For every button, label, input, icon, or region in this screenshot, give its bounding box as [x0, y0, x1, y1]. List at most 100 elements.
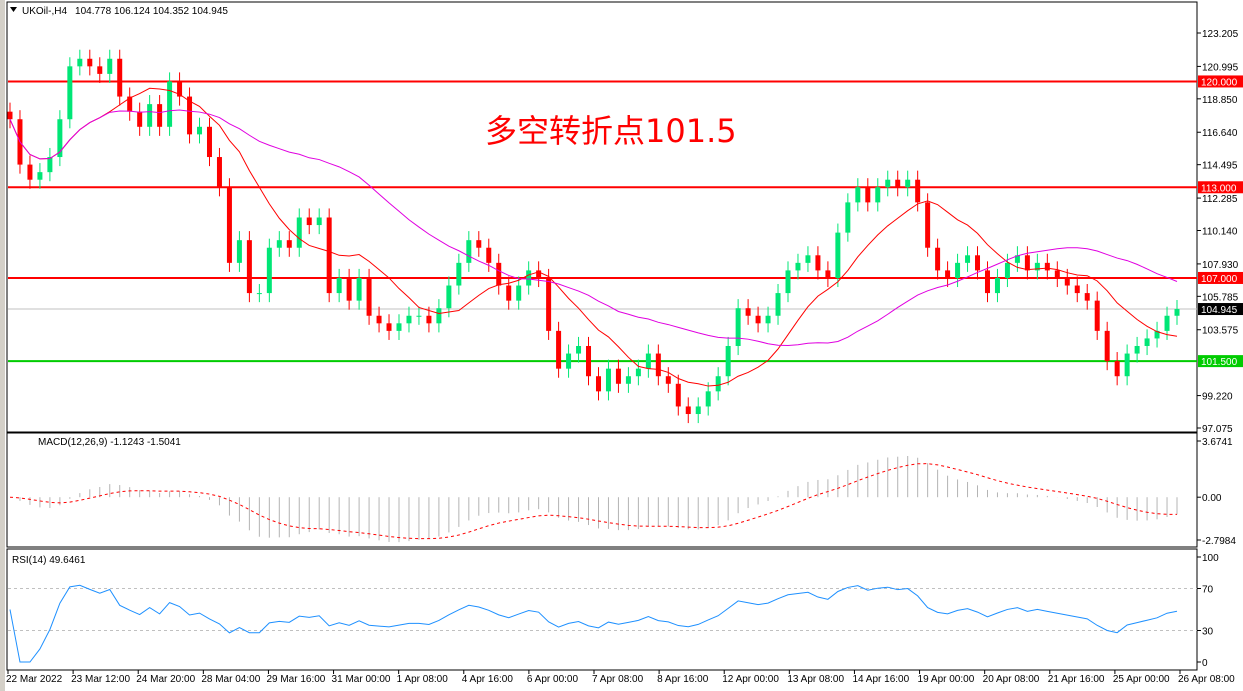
x-tick-label: 4 Apr 16:00 — [462, 674, 514, 685]
y-tick-label: 97.075 — [1202, 424, 1233, 435]
candle-body — [37, 172, 43, 180]
candle-body — [216, 157, 222, 188]
candle-body — [167, 81, 173, 127]
candle-body — [755, 315, 761, 324]
candle-body — [436, 308, 442, 324]
candle-body — [47, 157, 53, 173]
candle-body — [915, 179, 921, 203]
candle-body — [197, 126, 203, 135]
candle-body — [1164, 315, 1170, 331]
candle-body — [276, 240, 282, 248]
candle-body — [775, 293, 781, 316]
level-badge — [1198, 271, 1243, 284]
level-badge — [1198, 75, 1243, 88]
panel-border — [6, 1, 1198, 433]
candle-body — [476, 240, 482, 248]
level-badge — [1198, 355, 1243, 368]
x-tick-label: 24 Mar 20:00 — [136, 674, 195, 685]
rsi-panel[interactable]: 100 70 30 0 — [6, 548, 1219, 671]
candle-body — [456, 262, 462, 286]
candle-body — [386, 323, 392, 331]
candle-body — [1054, 270, 1060, 278]
candle-body — [246, 240, 252, 294]
candle-body — [336, 277, 342, 294]
candle-body — [526, 270, 532, 286]
current-price-badge — [1198, 303, 1243, 316]
candle-body — [645, 353, 651, 369]
candle-body — [1004, 262, 1010, 278]
candle-body — [695, 406, 701, 415]
macd-label: MACD(12,26,9) -1.1243 -1.5041 — [38, 437, 181, 448]
candle-body — [466, 240, 472, 263]
candle-body — [7, 111, 13, 120]
x-tick-label: 7 Apr 08:00 — [592, 674, 644, 685]
x-tick-label: 14 Apr 16:00 — [852, 674, 909, 685]
candle-body — [825, 270, 831, 278]
annotation-text: 多空转折点101.5 — [485, 112, 737, 150]
candle-body — [426, 315, 432, 324]
level-label: 101.500 — [1201, 357, 1238, 368]
level-label: 107.000 — [1201, 274, 1238, 285]
candle-body — [326, 217, 332, 294]
candle-body — [586, 345, 592, 377]
candle-body — [625, 376, 631, 384]
candle-body — [994, 277, 1000, 294]
macd-panel[interactable]: 3.6741 0.00 -2.7984 — [6, 432, 1236, 548]
current-price-label: 104.945 — [1201, 305, 1238, 316]
candle-body — [855, 187, 861, 203]
y-tick-label: 116.640 — [1202, 128, 1238, 139]
candle-body — [1034, 262, 1040, 271]
panel-border — [6, 432, 1198, 548]
candle-body — [835, 232, 841, 278]
candle-body — [496, 262, 502, 286]
candle-body — [1024, 255, 1030, 271]
candle-body — [446, 285, 452, 309]
price-panel[interactable]: 123.205 120.995 118.850 116.640 114.495 112.2… — [6, 1, 1243, 435]
candle-body — [1094, 300, 1100, 331]
y-tick-label: 0.00 — [1202, 493, 1222, 504]
y-tick-label: -2.7984 — [1202, 536, 1236, 547]
candle-body — [925, 202, 931, 248]
candle-body — [97, 66, 103, 74]
candle-body — [1174, 309, 1180, 316]
candle-body — [895, 179, 901, 188]
x-tick-label: 25 Apr 00:00 — [1113, 674, 1170, 685]
candle-body — [366, 277, 372, 316]
candle-body — [177, 81, 183, 97]
x-tick-label: 13 Apr 08:00 — [787, 674, 844, 685]
candle-body — [546, 277, 552, 331]
candle-body — [1064, 277, 1070, 286]
candle-body — [536, 270, 542, 278]
y-tick-label: 100 — [1202, 553, 1219, 564]
y-tick-label: 99.220 — [1202, 392, 1233, 403]
candle-body — [945, 270, 951, 278]
candle-body — [147, 104, 153, 127]
candle-body — [206, 126, 212, 158]
candle-body — [356, 277, 362, 301]
x-tick-label: 20 Apr 08:00 — [983, 674, 1040, 685]
rsi-line — [9, 584, 1178, 663]
candle-body — [725, 345, 731, 377]
candle-body — [346, 277, 352, 301]
candle-body — [1044, 262, 1050, 271]
candle-body — [1074, 285, 1080, 294]
dropdown-triangle-icon[interactable] — [10, 7, 17, 12]
x-tick-label: 19 Apr 00:00 — [918, 674, 975, 685]
candle-body — [865, 187, 871, 203]
candle-body — [226, 187, 232, 263]
candle-body — [615, 368, 621, 384]
candle-body — [286, 240, 292, 248]
candle-body — [266, 247, 272, 294]
candle-body — [516, 285, 522, 301]
candle-body — [1124, 353, 1130, 377]
x-tick-label: 28 Mar 04:00 — [201, 674, 260, 685]
x-tick-label: 23 Mar 12:00 — [71, 674, 130, 685]
candle-body — [1104, 330, 1110, 362]
candle-body — [1144, 338, 1150, 346]
candle-body — [635, 368, 641, 377]
candle-body — [875, 187, 881, 203]
candle-body — [845, 202, 851, 233]
candle-body — [935, 247, 941, 271]
candle-body — [1084, 293, 1090, 301]
